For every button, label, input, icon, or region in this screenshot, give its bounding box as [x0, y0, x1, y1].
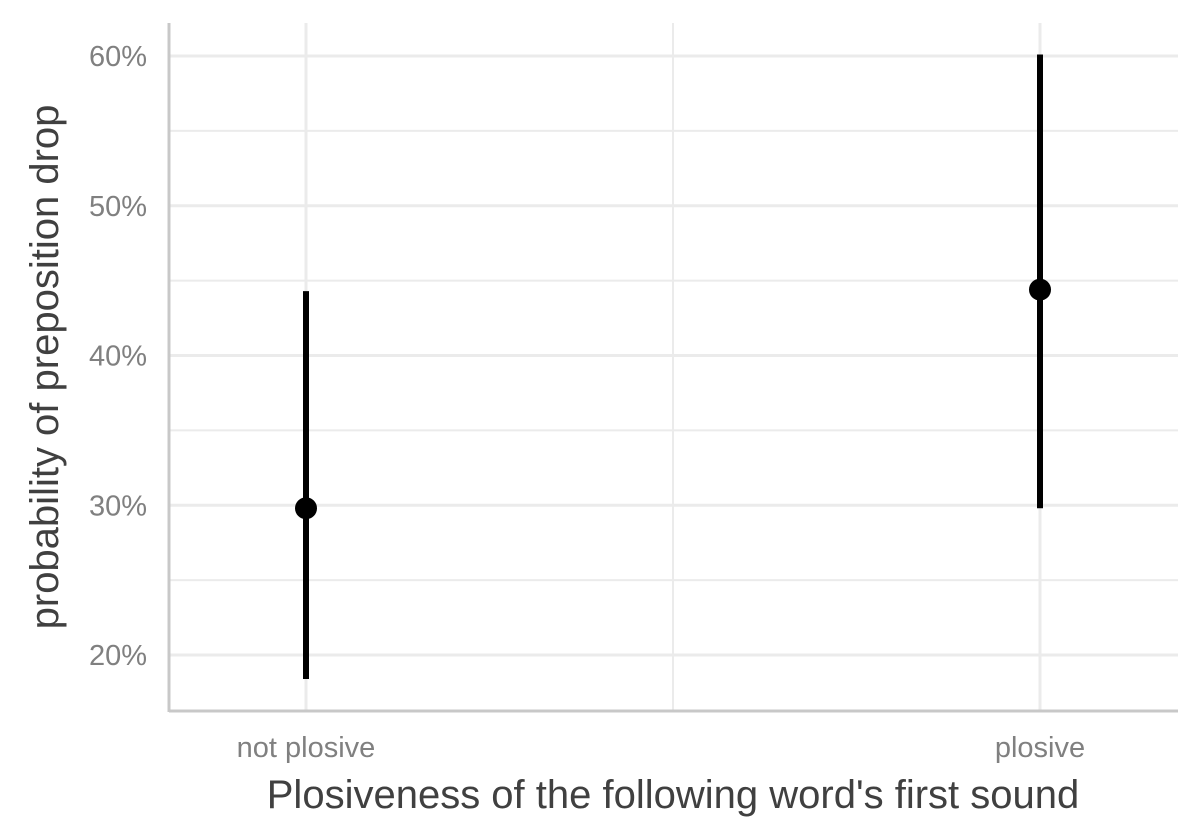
- axes: [167, 23, 1178, 713]
- y-tick-labels: 20% 30% 40% 50% 60%: [89, 41, 147, 672]
- x-axis-title: Plosiveness of the following word's firs…: [267, 773, 1079, 817]
- y-tick-label: 40%: [89, 341, 147, 373]
- y-tick-label: 50%: [89, 191, 147, 223]
- y-axis-title: probability of preposition drop: [23, 105, 67, 630]
- x-tick-label: plosive: [995, 732, 1085, 764]
- data-series: [295, 54, 1051, 679]
- estimate-point: [295, 497, 317, 520]
- estimate-point: [1029, 278, 1051, 301]
- x-tick-labels: not plosive plosive: [237, 732, 1085, 764]
- y-tick-label: 30%: [89, 490, 147, 522]
- y-tick-label: 60%: [89, 41, 147, 73]
- grid: [169, 23, 1178, 711]
- y-tick-label: 20%: [89, 640, 147, 672]
- x-tick-label: not plosive: [237, 732, 376, 764]
